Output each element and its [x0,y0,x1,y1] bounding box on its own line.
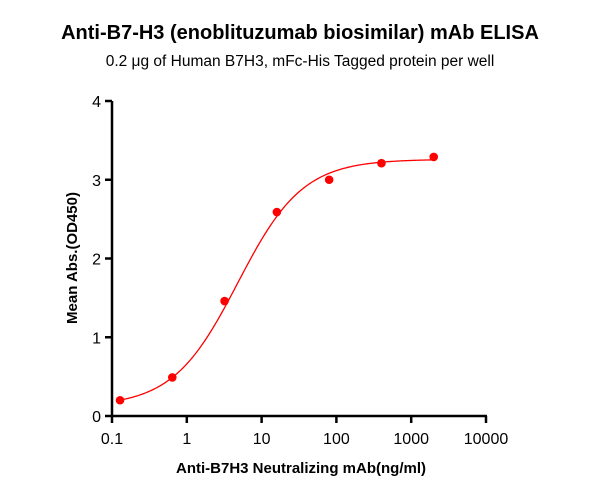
data-point [272,207,282,217]
x-tick-label: 10 [253,431,271,448]
data-point [115,395,125,405]
x-tick-label: 0.1 [101,431,123,448]
y-tick-label: 4 [92,94,101,111]
x-tick-label: 10000 [464,431,509,448]
fit-curve [119,159,434,401]
y-tick-label: 3 [92,173,101,190]
data-point [377,158,386,168]
y-tick-label: 1 [92,330,101,347]
y-tick-label: 2 [92,252,101,269]
axes: 0 1 2 3 4 0.1 1 10 100 1000 10000 [92,94,508,448]
x-tick-label: 100 [323,431,350,448]
x-axis-label: Anti-B7H3 Neutralizing mAb(ng/ml) [176,460,426,477]
x-tick-label: 1 [182,431,191,448]
chart-subtitle: 0.2 μg of Human B7H3, mFc-His Tagged pro… [105,53,495,70]
data-point [324,175,334,185]
chart-title: Anti-B7-H3 (enoblituzumab biosimilar) mA… [61,22,539,44]
data-point [429,152,439,162]
data-point [220,296,229,306]
data-point [168,373,177,382]
x-tick-label: 1000 [393,431,429,448]
data-points [115,152,439,405]
y-tick-label: 0 [92,409,101,426]
y-axis-label: Mean Abs.(OD450) [64,192,81,324]
